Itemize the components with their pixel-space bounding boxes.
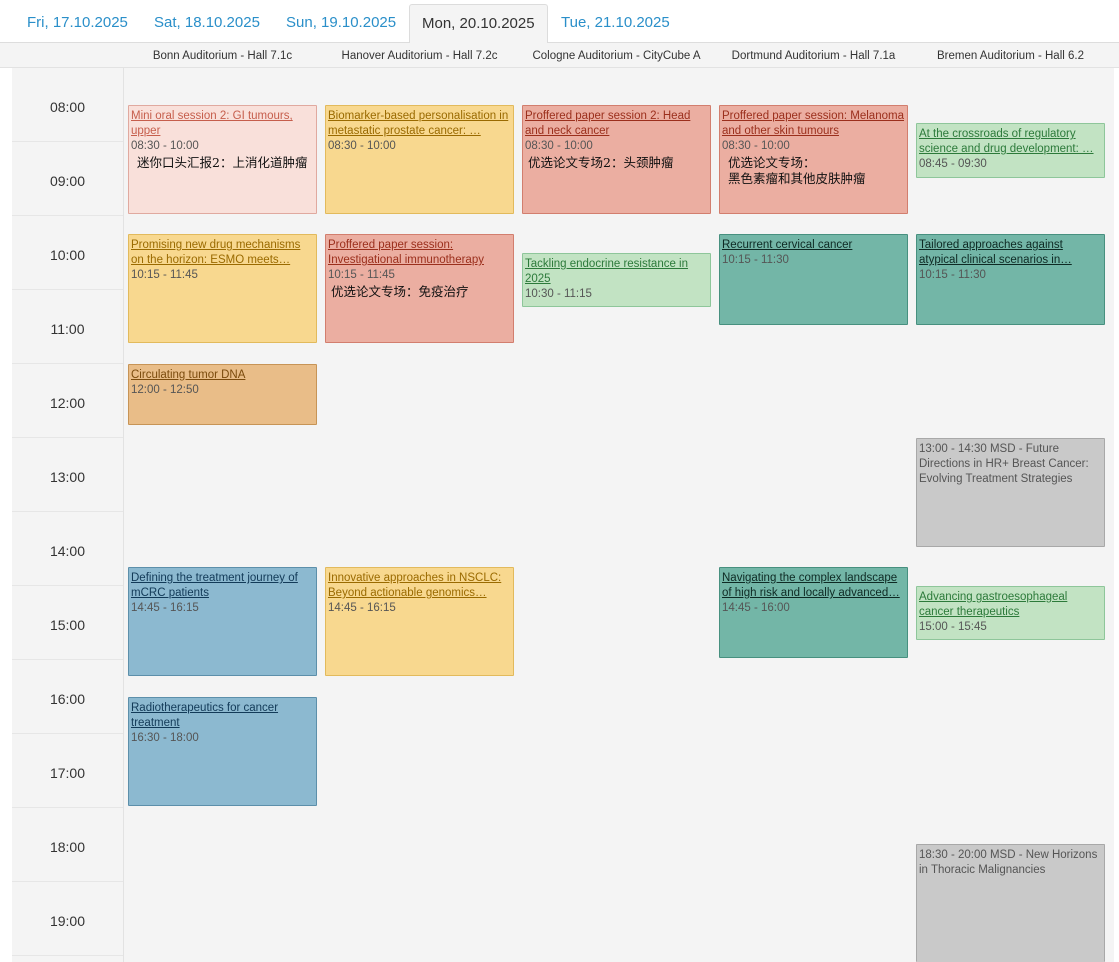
event-card-msd-thoracic[interactable]: 18:30 - 20:00 MSD - New Horizons in Thor… bbox=[916, 844, 1105, 962]
hour-label: 12:00 bbox=[49, 395, 86, 411]
room-header-hanover: Hanover Auditorium - Hall 7.2c bbox=[341, 50, 498, 62]
hour-label: 08:00 bbox=[49, 99, 86, 115]
room-header-row: Bonn Auditorium - Hall 7.1c Hanover Audi… bbox=[0, 43, 1119, 68]
hour-label: 14:00 bbox=[49, 543, 86, 559]
event-text: 13:00 - 14:30 MSD - Future Directions in… bbox=[919, 443, 1089, 485]
event-card-tailored-approaches[interactable]: Tailored approaches against atypical cli… bbox=[916, 234, 1105, 325]
hour-row: 10:00 bbox=[12, 216, 123, 290]
event-time: 10:15 - 11:45 bbox=[131, 269, 198, 281]
event-time: 14:45 - 16:15 bbox=[328, 602, 396, 614]
event-title[interactable]: Circulating tumor DNA bbox=[131, 369, 246, 381]
event-time: 14:45 - 16:00 bbox=[722, 602, 790, 614]
tab-tue-21-10[interactable]: Tue, 21.10.2025 bbox=[561, 14, 670, 31]
event-time: 12:00 - 12:50 bbox=[131, 384, 199, 396]
event-title[interactable]: Advancing gastroesophageal cancer therap… bbox=[919, 591, 1068, 618]
event-subtitle-zh-line2: 黑色素瘤和其他皮肤肿瘤 bbox=[728, 171, 866, 186]
day-tabs: Fri, 17.10.2025 Sat, 18.10.2025 Sun, 19.… bbox=[0, 0, 1119, 44]
hour-row: 12:00 bbox=[12, 364, 123, 438]
event-text: 18:30 - 20:00 MSD - New Horizons in Thor… bbox=[919, 849, 1098, 876]
event-card-head-neck[interactable]: Proffered paper session 2: Head and neck… bbox=[522, 105, 711, 214]
hour-label: 16:00 bbox=[49, 691, 86, 707]
event-card-ctdna[interactable]: Circulating tumor DNA 12:00 - 12:50 bbox=[128, 364, 317, 425]
event-subtitle-zh: 优选论文专场：免疫治疗 bbox=[331, 284, 469, 299]
event-time: 08:30 - 10:00 bbox=[525, 140, 593, 152]
event-card-immunotherapy[interactable]: Proffered paper session: Investigational… bbox=[325, 234, 514, 343]
event-title[interactable]: Radiotherapeutics for cancer treatment bbox=[131, 702, 279, 729]
event-card-melanoma[interactable]: Proffered paper session: Melanoma and ot… bbox=[719, 105, 908, 214]
hour-label: 17:00 bbox=[49, 765, 86, 781]
event-time: 10:15 - 11:30 bbox=[722, 254, 789, 266]
event-subtitle-zh: 迷你口头汇报2：上消化道肿瘤 bbox=[137, 155, 308, 170]
hour-row: 13:00 bbox=[12, 438, 123, 512]
event-time: 10:30 - 11:15 bbox=[525, 288, 592, 300]
event-card-endocrine-resistance[interactable]: Tackling endocrine resistance in 2025 10… bbox=[522, 253, 711, 307]
room-header-bonn: Bonn Auditorium - Hall 7.1c bbox=[152, 50, 293, 62]
event-card-cervical-cancer[interactable]: Recurrent cervical cancer 10:15 - 11:30 bbox=[719, 234, 908, 325]
event-time: 08:30 - 10:00 bbox=[722, 140, 790, 152]
hour-row: 18:00 bbox=[12, 808, 123, 882]
room-header-cologne: Cologne Auditorium - CityCube A bbox=[532, 50, 701, 62]
time-gutter: 08:00 09:00 10:00 11:00 12:00 13:00 14:0… bbox=[12, 68, 124, 962]
hour-row: 14:00 bbox=[12, 512, 123, 586]
event-title[interactable]: Navigating the complex landscape of high… bbox=[722, 572, 900, 599]
hour-label: 11:00 bbox=[50, 321, 85, 337]
hour-label: 13:00 bbox=[49, 469, 86, 485]
event-subtitle-zh: 优选论文专场2：头颈肿瘤 bbox=[528, 155, 674, 170]
room-header-dortmund: Dortmund Auditorium - Hall 7.1a bbox=[731, 50, 896, 62]
hour-label: 10:00 bbox=[49, 247, 86, 263]
hour-row: 15:00 bbox=[12, 586, 123, 660]
event-title[interactable]: At the crossroads of regulatory science … bbox=[919, 128, 1094, 155]
event-title[interactable]: Proffered paper session 2: Head and neck… bbox=[525, 110, 691, 137]
event-card-regulatory-science[interactable]: At the crossroads of regulatory science … bbox=[916, 123, 1105, 178]
event-title[interactable]: Tailored approaches against atypical cli… bbox=[919, 239, 1072, 266]
hour-row: 16:00 bbox=[12, 660, 123, 734]
hour-row: 17:00 bbox=[12, 734, 123, 808]
event-card-high-risk-landscape[interactable]: Navigating the complex landscape of high… bbox=[719, 567, 908, 658]
hour-row: 08:00 bbox=[12, 68, 123, 142]
event-title[interactable]: Biomarker-based personalisation in metas… bbox=[328, 110, 509, 137]
hour-row: 19:00 bbox=[12, 882, 123, 956]
event-time: 16:30 - 18:00 bbox=[131, 732, 199, 744]
hour-row: 09:00 bbox=[12, 142, 123, 216]
event-card-biomarker-prostate[interactable]: Biomarker-based personalisation in metas… bbox=[325, 105, 514, 214]
event-card-new-drug-mechanisms[interactable]: Promising new drug mechanisms on the hor… bbox=[128, 234, 317, 343]
event-card-mini-oral-gi-upper[interactable]: Mini oral session 2: GI tumours, upper 0… bbox=[128, 105, 317, 214]
event-time: 08:45 - 09:30 bbox=[919, 158, 987, 170]
event-card-msd-breast-cancer[interactable]: 13:00 - 14:30 MSD - Future Directions in… bbox=[916, 438, 1105, 547]
hour-label: 18:00 bbox=[49, 839, 86, 855]
hour-row: 11:00 bbox=[12, 290, 123, 364]
hour-label: 19:00 bbox=[49, 913, 86, 929]
hour-label: 15:00 bbox=[49, 617, 86, 633]
schedule-grid: Mini oral session 2: GI tumours, upper 0… bbox=[124, 68, 1114, 962]
tab-mon-20-10[interactable]: Mon, 20.10.2025 bbox=[409, 4, 548, 44]
tab-sun-19-10[interactable]: Sun, 19.10.2025 bbox=[286, 14, 397, 31]
tab-sat-18-10[interactable]: Sat, 18.10.2025 bbox=[154, 14, 260, 31]
event-title[interactable]: Tackling endocrine resistance in 2025 bbox=[525, 258, 689, 285]
event-title[interactable]: Innovative approaches in NSCLC: Beyond a… bbox=[328, 572, 502, 599]
event-card-nsclc[interactable]: Innovative approaches in NSCLC: Beyond a… bbox=[325, 567, 514, 676]
hour-label: 09:00 bbox=[49, 173, 86, 189]
event-card-mcrc-journey[interactable]: Defining the treatment journey of mCRC p… bbox=[128, 567, 317, 676]
event-title[interactable]: Promising new drug mechanisms on the hor… bbox=[131, 239, 301, 266]
event-title[interactable]: Proffered paper session: Investigational… bbox=[328, 239, 484, 266]
event-card-gastroesophageal[interactable]: Advancing gastroesophageal cancer therap… bbox=[916, 586, 1105, 640]
event-title[interactable]: Proffered paper session: Melanoma and ot… bbox=[722, 110, 904, 137]
event-time: 10:15 - 11:45 bbox=[328, 269, 395, 281]
event-card-radiotherapeutics[interactable]: Radiotherapeutics for cancer treatment 1… bbox=[128, 697, 317, 806]
event-title[interactable]: Recurrent cervical cancer bbox=[722, 239, 853, 251]
event-subtitle-zh: 优选论文专场： bbox=[728, 155, 816, 170]
event-time: 08:30 - 10:00 bbox=[328, 140, 396, 152]
event-title[interactable]: Mini oral session 2: GI tumours, upper bbox=[131, 110, 293, 137]
event-time: 10:15 - 11:30 bbox=[919, 269, 986, 281]
event-time: 14:45 - 16:15 bbox=[131, 602, 199, 614]
event-time: 08:30 - 10:00 bbox=[131, 140, 199, 152]
event-time: 15:00 - 15:45 bbox=[919, 621, 987, 633]
tab-fri-17-10[interactable]: Fri, 17.10.2025 bbox=[27, 14, 128, 31]
event-title[interactable]: Defining the treatment journey of mCRC p… bbox=[131, 572, 298, 599]
room-header-bremen: Bremen Auditorium - Hall 6.2 bbox=[936, 50, 1084, 62]
